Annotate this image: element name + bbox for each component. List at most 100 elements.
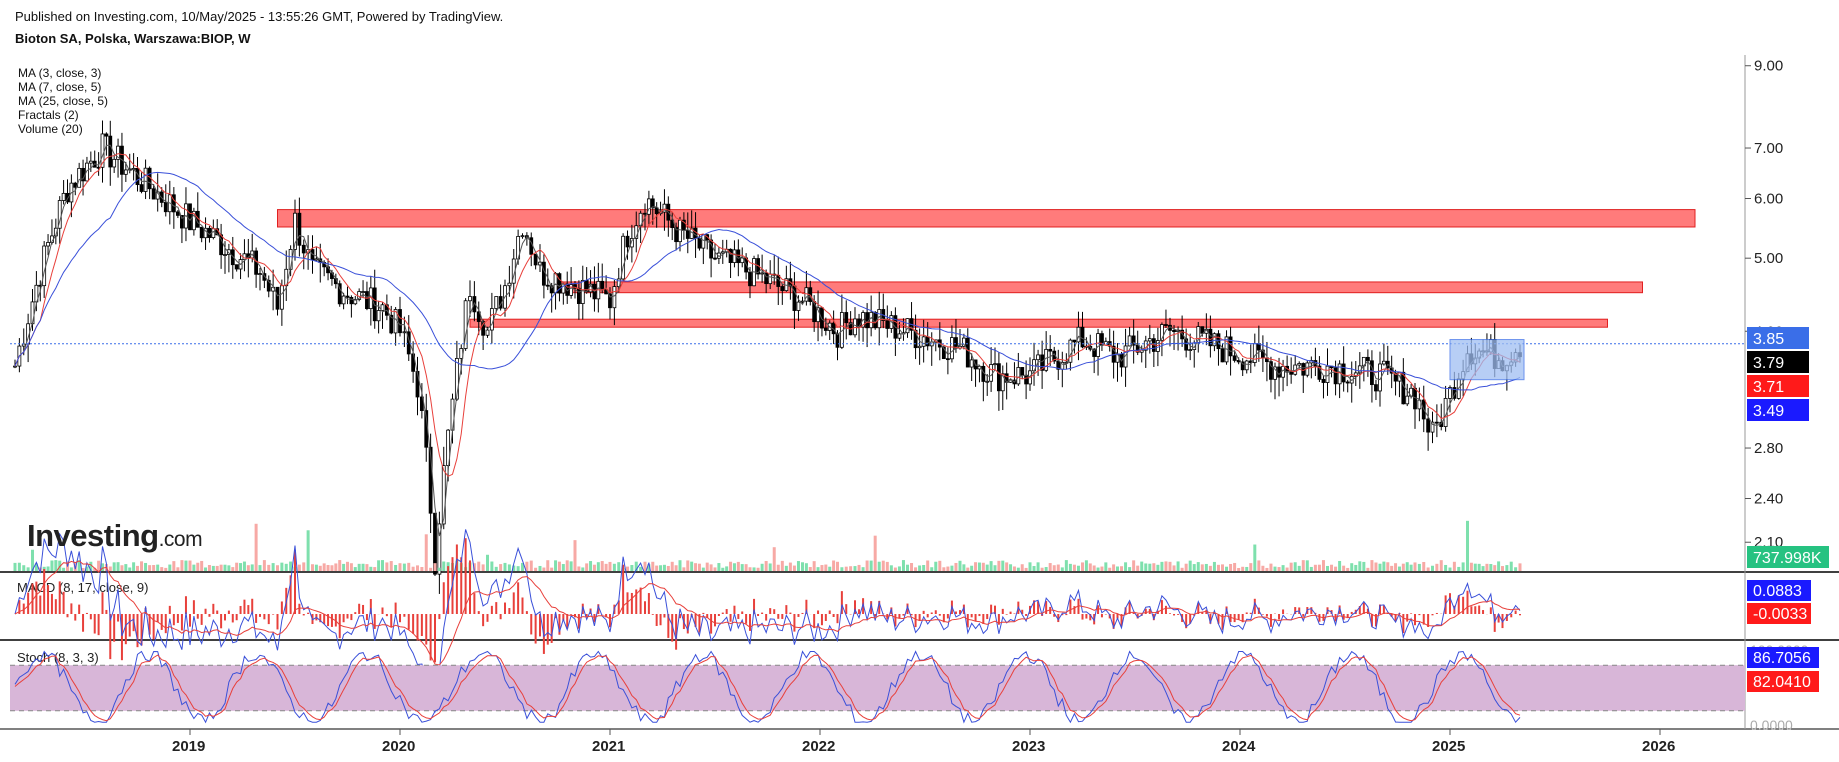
volume-bar	[1354, 564, 1358, 571]
volume-bar	[634, 561, 638, 571]
macd-histogram-bar	[1505, 614, 1508, 621]
macd-histogram-bar	[824, 614, 827, 621]
volume-bar	[893, 567, 897, 571]
volume-bar	[780, 560, 784, 571]
volume-bar	[1036, 562, 1040, 571]
volume-bar	[690, 561, 694, 571]
candle-body	[533, 253, 538, 266]
macd-label: -0.0033	[1753, 606, 1807, 623]
candle-body	[764, 272, 769, 285]
volume-bar	[732, 563, 736, 571]
volume-bar	[744, 564, 748, 571]
macd-histogram-bar	[420, 614, 423, 637]
volume-bar	[993, 565, 997, 571]
volume-bar	[966, 567, 970, 571]
macd-histogram-bar	[469, 560, 471, 614]
macd-histogram-bar	[1370, 614, 1373, 627]
candle-body	[337, 283, 342, 305]
indicator-ma3[interactable]: MA (3, close, 3)	[18, 66, 102, 80]
macd-histogram-bar	[239, 605, 242, 614]
volume-bar	[918, 565, 922, 571]
indicator-volume[interactable]: Volume (20)	[18, 122, 83, 136]
macd-histogram-bar	[327, 614, 330, 627]
macd-histogram-bar	[717, 614, 720, 616]
volume-bar	[271, 563, 275, 571]
volume-bar	[369, 566, 373, 571]
indicator-ma7[interactable]: MA (7, close, 5)	[18, 80, 102, 94]
volume-bar	[740, 564, 744, 571]
resistance-zone	[469, 318, 1608, 328]
macd-histogram-bar	[710, 614, 713, 634]
candle-body	[376, 310, 381, 322]
volume-bar	[31, 549, 34, 571]
macd-histogram-bar	[1124, 607, 1127, 614]
volume-bar	[116, 562, 120, 571]
candle-body	[549, 285, 554, 294]
volume-bar	[1060, 567, 1064, 571]
candle-body	[463, 300, 468, 349]
macd-histogram-bar	[781, 614, 784, 619]
indicator-fractals[interactable]: Fractals (2)	[18, 108, 79, 122]
macd-histogram-bar	[777, 614, 780, 619]
candle-body	[1016, 367, 1021, 385]
macd-histogram-bar	[289, 575, 292, 614]
volume-bar	[1020, 564, 1024, 571]
volume-bar	[77, 560, 81, 571]
volume-bar	[1313, 564, 1317, 571]
macd-histogram-bar	[1209, 614, 1212, 624]
macd-histogram-bar	[70, 603, 73, 614]
price-tick-label: 6.00	[1754, 190, 1783, 207]
macd-histogram-bar	[204, 608, 207, 614]
stoch-label-bg	[1747, 671, 1819, 692]
volume-bar	[1297, 565, 1301, 571]
candle-body	[629, 238, 634, 248]
volume-bar	[128, 567, 132, 571]
volume-bar	[666, 565, 670, 571]
volume-bar	[977, 562, 981, 571]
macd-histogram-bar	[870, 601, 873, 614]
macd-histogram-bar	[434, 614, 436, 663]
macd-histogram-bar	[1261, 614, 1264, 615]
candle-body	[768, 273, 773, 285]
candle-body	[728, 248, 733, 263]
volume-bar	[1040, 567, 1044, 571]
volume-bar	[1084, 560, 1088, 571]
volume-label-bg	[1747, 546, 1829, 568]
candle-body	[1401, 371, 1406, 405]
volume-bar	[424, 534, 428, 571]
macd-histogram-bar	[508, 608, 511, 614]
indicator-ma25[interactable]: MA (25, close, 5)	[18, 94, 109, 108]
macd-histogram-bar	[959, 610, 961, 614]
volume-bar	[338, 560, 342, 571]
volume-bar	[1435, 563, 1439, 571]
macd-histogram-bar	[1025, 614, 1028, 616]
macd-histogram-bar	[140, 614, 143, 646]
volume-bar	[1505, 565, 1509, 571]
volume-bar	[207, 565, 211, 571]
candle-body	[1200, 326, 1205, 334]
volume-bar	[1289, 562, 1293, 571]
volume-bar	[674, 565, 678, 571]
volume-bar	[1192, 564, 1196, 571]
candle-body	[1301, 363, 1306, 376]
macd-histogram-bar	[394, 602, 397, 614]
volume-bar	[34, 563, 38, 571]
candle-body	[13, 365, 17, 368]
candle-body	[1430, 421, 1435, 433]
macd-histogram-bar	[18, 600, 21, 614]
volume-bar	[262, 560, 266, 571]
volume-bar	[1518, 563, 1522, 571]
price-label-bg	[1747, 351, 1809, 373]
price-tick-label: 2.80	[1754, 440, 1783, 457]
macd-histogram-bar	[1402, 614, 1405, 634]
macd-histogram-bar	[805, 599, 808, 614]
volume-bar	[184, 560, 188, 571]
macd-histogram-bar	[749, 614, 751, 631]
volume-bar	[342, 563, 346, 571]
candle-body	[1273, 366, 1277, 380]
macd-histogram-bar	[43, 569, 46, 614]
volume-bar	[507, 564, 511, 571]
candle-body	[545, 284, 550, 287]
macd-histogram-bar	[373, 614, 376, 629]
